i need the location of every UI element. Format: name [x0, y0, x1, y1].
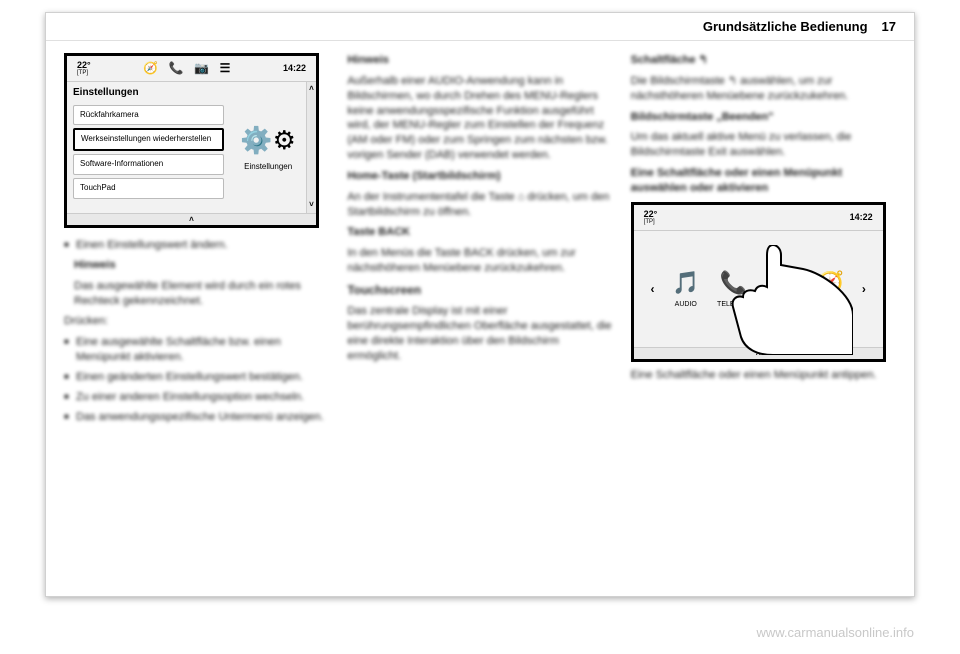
app-label: TELEFON — [717, 300, 749, 309]
app-phone2: 📞 TELEFON — [767, 268, 799, 310]
manual-page: Grundsätzliche Bedienung 17 22° [TP] 🧭 📞… — [45, 12, 915, 597]
camera-icon: 📷 — [194, 61, 209, 75]
bullet: Zu einer anderen Einstellungsoption wech… — [64, 390, 329, 405]
bullet: Einen geänderten Einstellungswert bestät… — [64, 370, 329, 385]
settings-screenshot: 22° [TP] 🧭 📞 📷 ☰ 14:22 Einstellungen Rüc… — [64, 53, 319, 228]
nav-icon: 🧭 — [817, 268, 844, 298]
column-1: 22° [TP] 🧭 📞 📷 ☰ 14:22 Einstellungen Rüc… — [64, 53, 329, 588]
hinweis-body: Außerhalb einer AUDIO-Anwendung kann in … — [347, 74, 612, 163]
list-item: TouchPad — [73, 178, 224, 199]
shot-temp: 22° — [77, 61, 91, 70]
hinweis-body: Das ausgewählte Element wird durch ein r… — [74, 279, 329, 309]
bullet: Eine ausgewählte Schaltfläche bzw. einen… — [64, 335, 329, 365]
phone-icon: 📞 — [169, 61, 184, 75]
column-3: Schaltfläche ↰ Die Bildschirmtaste ↰ aus… — [631, 53, 896, 588]
shot-right-label: Einstellungen — [244, 162, 292, 173]
home-body: An der Instrumententafel die Taste ⌂ drü… — [347, 190, 612, 220]
audio-icon: 🎵 — [672, 268, 699, 298]
shot-time: 14:22 — [283, 62, 306, 74]
chevron-down-icon: ˅ — [309, 200, 314, 211]
content-columns: 22° [TP] 🧭 📞 📷 ☰ 14:22 Einstellungen Rüc… — [46, 41, 914, 596]
list-item: Werkseinstellungen wiederherstellen — [73, 128, 224, 151]
touch-body: Das zentrale Display ist mit einer berüh… — [347, 304, 612, 363]
chevron-left-icon: ‹ — [650, 281, 654, 297]
back-title: Taste BACK — [347, 225, 612, 240]
sfl-title: Schaltfläche ↰ — [631, 53, 896, 68]
menu-icon: ☰ — [220, 61, 231, 75]
shot2-tp: [TP] — [644, 219, 658, 225]
shot-top-icons: 🧭 📞 📷 ☰ — [139, 60, 234, 76]
watermark: www.carmanualsonline.info — [756, 625, 914, 640]
page-number: 17 — [882, 19, 896, 34]
touch-caption: Eine Schaltfläche oder einen Menüpunkt a… — [631, 368, 896, 383]
chevron-right-icon: › — [862, 281, 866, 297]
shot2-temp: 22° — [644, 210, 658, 219]
phone-icon: 📞 — [719, 268, 746, 298]
app-phone: 📞 TELEFON — [717, 268, 749, 310]
select-heading: Eine Schaltfläche oder einen Menüpunkt a… — [631, 166, 896, 196]
shot-scrollbar: ˄ ˅ — [306, 82, 316, 213]
app-label: NAV — [824, 300, 838, 309]
beenden-body: Um das aktuell aktive Menü zu verlassen,… — [631, 130, 896, 160]
touch-title: Touchscreen — [347, 282, 612, 298]
col1-text: Einen Einstellungswert ändern. Hinweis D… — [64, 238, 329, 424]
list-item: Rückfahrkamera — [73, 105, 224, 126]
app-label: AUDIO — [675, 300, 697, 309]
shot-list-title: Einstellungen — [73, 86, 224, 100]
app-audio: 🎵 AUDIO — [672, 268, 699, 310]
list-item: Software-Informationen — [73, 154, 224, 175]
druecken-title: Drücken: — [64, 314, 329, 329]
app-nav: 🧭 NAV — [817, 268, 844, 310]
bullet: Einen Einstellungswert ändern. — [64, 238, 329, 253]
shot-list: Einstellungen Rückfahrkamera Werkseinste… — [67, 82, 230, 213]
nav-icon: 🧭 — [143, 61, 158, 75]
page-header: Grundsätzliche Bedienung 17 — [46, 13, 914, 41]
hinweis-title: Hinweis — [347, 53, 612, 68]
beenden-title: Bildschirmtaste „Beenden" — [631, 110, 896, 125]
app-label: TELEFON — [767, 300, 799, 309]
sfl-body: Die Bildschirmtaste ↰ auswählen, um zur … — [631, 74, 896, 104]
column-2: Hinweis Außerhalb einer AUDIO-Anwendung … — [347, 53, 612, 588]
shot-statusbar: 22° [TP] 🧭 📞 📷 ☰ 14:22 — [67, 56, 316, 82]
shot2-apps: ‹ 🎵 AUDIO 📞 TELEFON 📞 TELEFON 🧭 — [634, 231, 883, 347]
bullet: Das anwendungsspezifische Untermenü anze… — [64, 410, 329, 425]
chapter-title: Grundsätzliche Bedienung — [703, 19, 868, 34]
touch-screenshot: 22° [TP] 14:22 ‹ 🎵 AUDIO 📞 TELEFON — [631, 202, 886, 362]
shot-right-panel: ⚙️⚙ Einstellungen — [230, 82, 306, 213]
shot2-bottom-bar: ˄ — [634, 347, 883, 359]
shot2-time: 14:22 — [850, 211, 873, 223]
gear-icon: ⚙️⚙ — [240, 123, 296, 158]
hinweis-title: Hinweis — [74, 258, 329, 273]
shot2-statusbar: 22° [TP] 14:22 — [634, 205, 883, 231]
shot-bottom-bar: ˄ — [67, 213, 316, 225]
chevron-up-icon: ˄ — [309, 84, 314, 95]
phone-icon: 📞 — [769, 268, 796, 298]
home-title: Home-Taste (Startbildschirm) — [347, 169, 612, 184]
shot-tp: [TP] — [77, 70, 91, 76]
back-body: In den Menüs die Taste BACK drücken, um … — [347, 246, 612, 276]
